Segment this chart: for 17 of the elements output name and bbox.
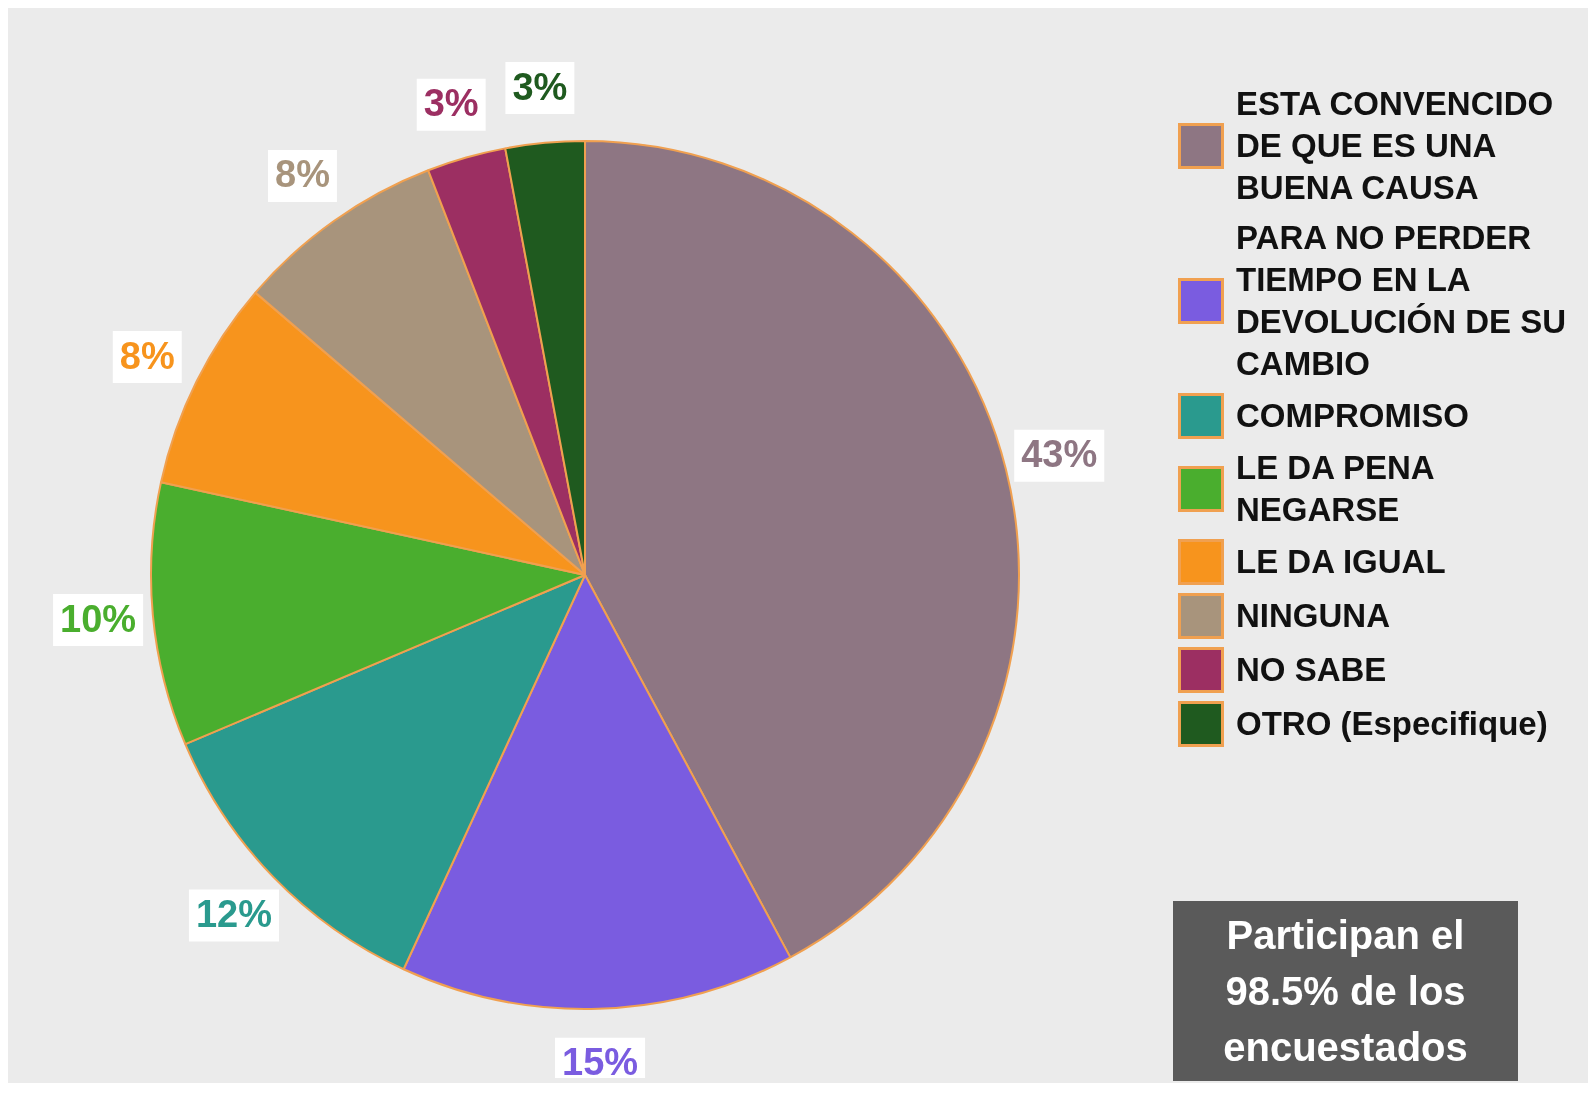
- data-label: 12%: [195, 892, 272, 935]
- data-label: 43%: [1021, 433, 1098, 476]
- data-label: 10%: [60, 597, 137, 640]
- data-label: 3%: [423, 82, 479, 125]
- legend-label: NO SABE: [1236, 650, 1387, 690]
- legend-label: PARA NO PERDER TIEMPO EN LA DEVOLUCIÓN DE SU CAMBIO: [1236, 218, 1568, 384]
- legend-label: ESTA CONVENCIDO DE QUE ES UNA BUENA CAUSA: [1236, 84, 1555, 208]
- text: Participan el 98.5% de los encuestados: [1173, 901, 1518, 1081]
- data-label: 15%: [562, 1041, 639, 1084]
- legend-label: LE DA IGUAL: [1236, 542, 1446, 582]
- data-label: 3%: [512, 65, 568, 108]
- legend-label: NINGUNA: [1236, 596, 1390, 636]
- legend-label: OTRO (Especifique): [1236, 704, 1548, 744]
- data-label: 8%: [275, 153, 330, 196]
- data-label: 8%: [119, 334, 175, 377]
- legend-label: LE DA PENA NEGARSE: [1236, 448, 1435, 530]
- legend-label: COMPROMISO: [1236, 396, 1469, 436]
